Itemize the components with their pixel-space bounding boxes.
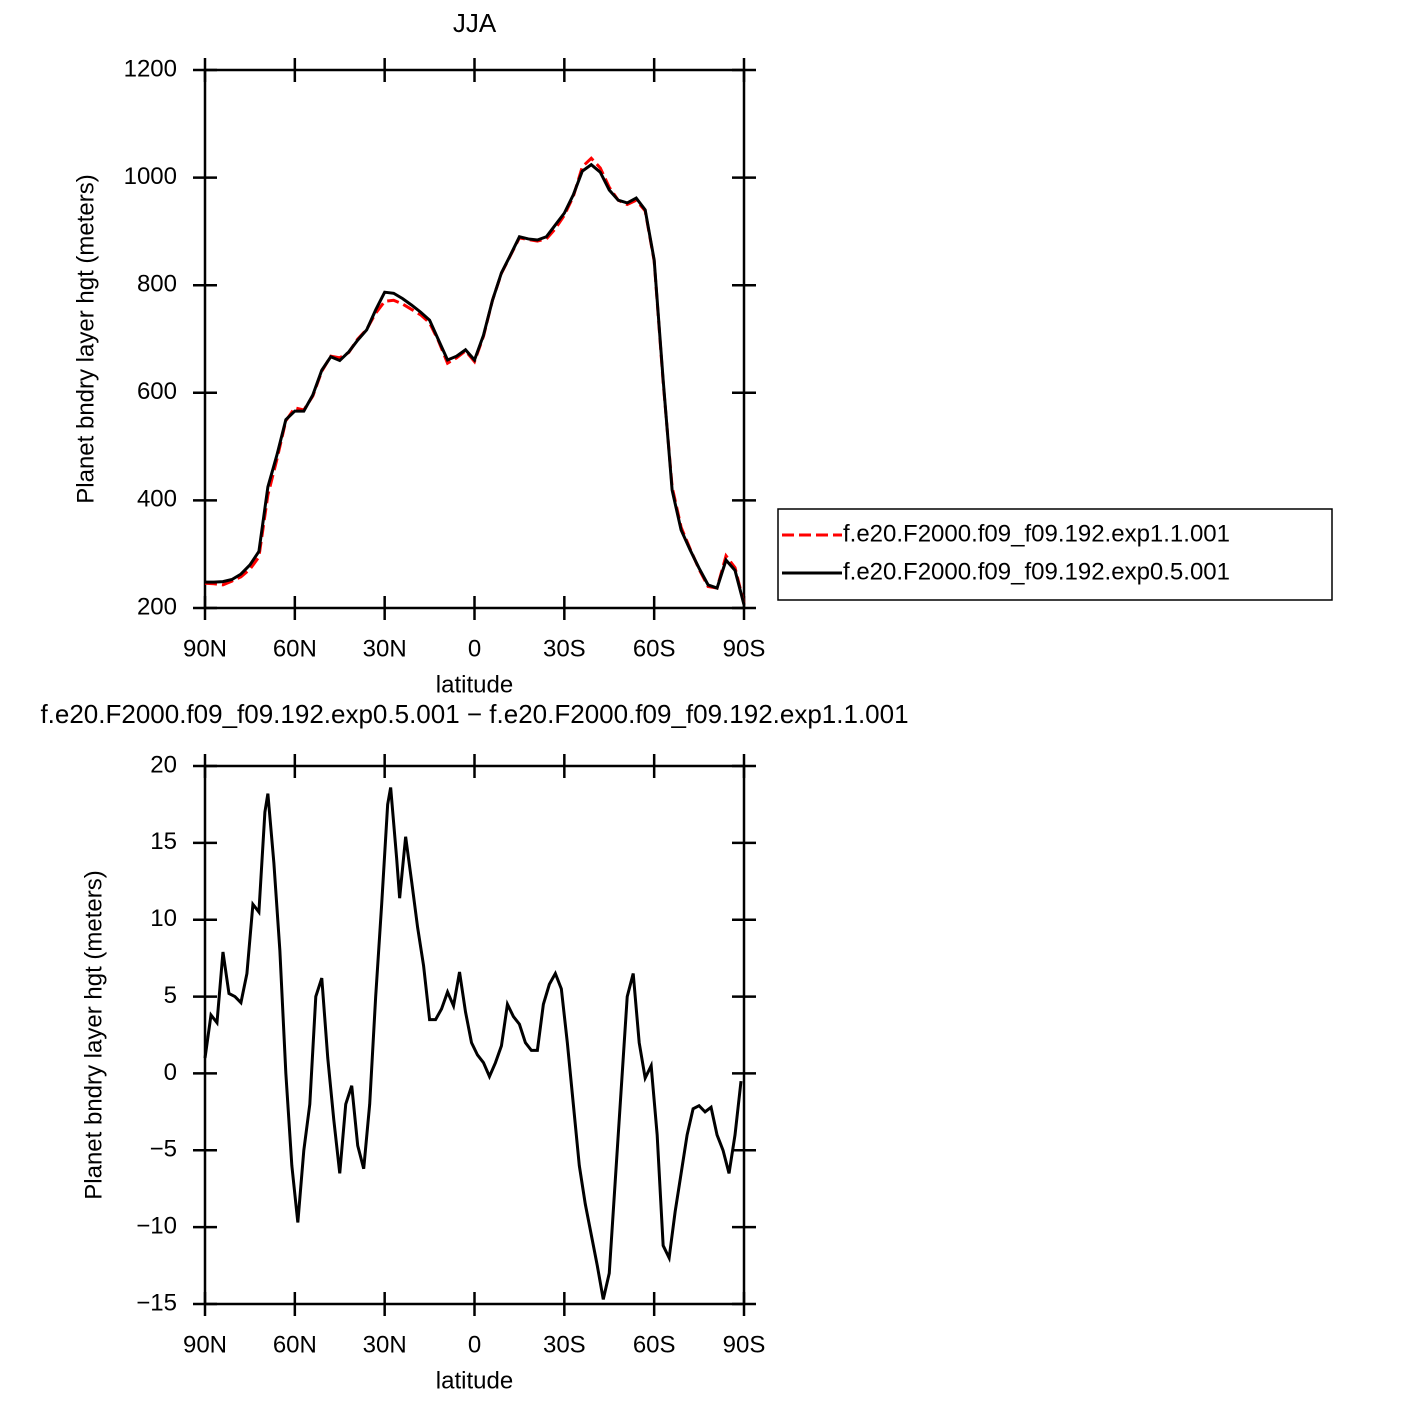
y-tick-label: 600 <box>137 378 177 405</box>
x-tick-label: 90S <box>723 635 766 662</box>
x-tick-label: 60S <box>633 1331 676 1358</box>
x-tick-label: 60S <box>633 635 676 662</box>
y-tick-label: 400 <box>137 486 177 513</box>
y-tick-label: 5 <box>164 982 177 1009</box>
x-tick-label: 90N <box>183 635 227 662</box>
y-tick-label: 800 <box>137 271 177 298</box>
y-tick-label: 200 <box>137 593 177 620</box>
x-tick-label: 30N <box>363 1331 407 1358</box>
x-tick-label: 0 <box>468 635 481 662</box>
x-tick-label: 30S <box>543 635 586 662</box>
y-tick-label: −15 <box>136 1289 177 1316</box>
x-axis-label: latitude <box>436 1367 513 1394</box>
legend-label: f.e20.F2000.f09_f09.192.exp1.1.001 <box>843 520 1230 547</box>
y-axis-label: Planet bndry layer hgt (meters) <box>72 174 99 503</box>
data-line <box>203 787 743 1300</box>
y-tick-label: 1200 <box>124 55 177 82</box>
legend-label: f.e20.F2000.f09_f09.192.exp0.5.001 <box>843 558 1230 585</box>
y-tick-label: 0 <box>164 1059 177 1086</box>
x-tick-label: 90S <box>723 1331 766 1358</box>
y-tick-label: 15 <box>150 828 177 855</box>
y-tick-label: −10 <box>136 1212 177 1239</box>
x-tick-label: 60N <box>273 1331 317 1358</box>
y-tick-label: 20 <box>150 751 177 778</box>
x-tick-label: 0 <box>468 1331 481 1358</box>
x-tick-label: 30S <box>543 1331 586 1358</box>
legend-box <box>777 508 1333 601</box>
x-tick-label: 60N <box>273 635 317 662</box>
y-tick-label: 1000 <box>124 163 177 190</box>
x-tick-label: 30N <box>363 635 407 662</box>
x-axis-label: latitude <box>436 671 513 698</box>
y-tick-label: −5 <box>150 1136 177 1163</box>
chart-title: f.e20.F2000.f09_f09.192.exp0.5.001 − f.e… <box>40 699 908 729</box>
y-tick-label: 10 <box>150 905 177 932</box>
y-axis-label: Planet bndry layer hgt (meters) <box>80 870 107 1199</box>
plot-frame <box>203 68 746 610</box>
chart-title: JJA <box>453 8 497 38</box>
x-tick-label: 90N <box>183 1331 227 1358</box>
data-line <box>205 162 746 606</box>
plot-frame <box>203 764 746 1306</box>
